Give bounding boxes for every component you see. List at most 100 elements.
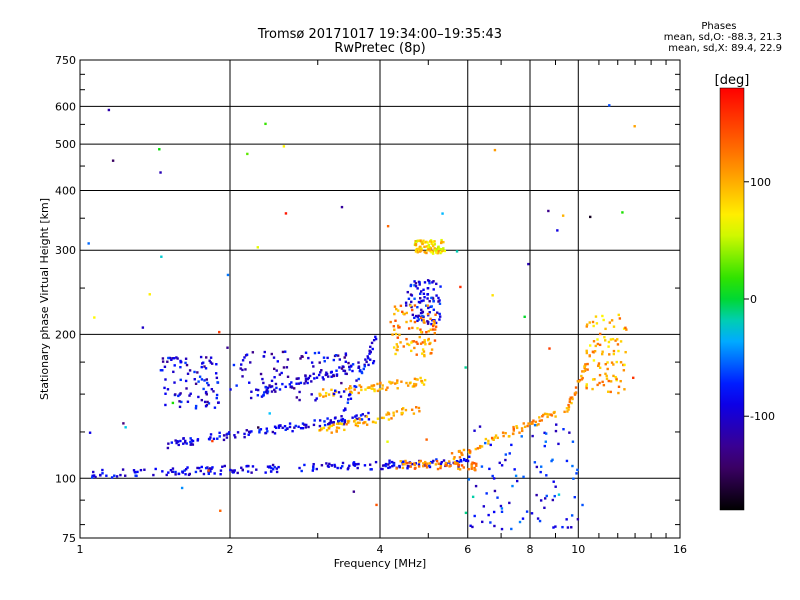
echo-point bbox=[423, 340, 426, 344]
echo-point bbox=[538, 416, 541, 419]
echo-point bbox=[433, 247, 436, 250]
echo-point bbox=[277, 465, 280, 469]
echo-point bbox=[208, 438, 211, 441]
echo-point bbox=[313, 419, 316, 422]
echo-point bbox=[342, 369, 345, 372]
echo-point bbox=[427, 248, 430, 251]
echo-point bbox=[264, 471, 267, 474]
echo-point bbox=[186, 372, 190, 375]
echo-point bbox=[212, 390, 215, 393]
echo-point bbox=[243, 356, 246, 359]
echo-point bbox=[398, 465, 401, 468]
echo-point bbox=[414, 466, 417, 470]
echo-point bbox=[542, 413, 545, 417]
echo-point bbox=[341, 465, 344, 468]
echo-point bbox=[188, 369, 192, 372]
echo-point bbox=[278, 388, 282, 391]
echo-point bbox=[288, 425, 292, 429]
echo-point bbox=[282, 145, 286, 148]
echo-point bbox=[111, 159, 115, 162]
echo-point bbox=[374, 335, 377, 339]
echo-point bbox=[388, 459, 391, 462]
echo-point bbox=[262, 394, 265, 397]
echo-point bbox=[598, 332, 602, 336]
echo-point bbox=[566, 526, 570, 529]
echo-point bbox=[332, 394, 335, 397]
echo-point bbox=[203, 365, 206, 368]
echo-point bbox=[310, 380, 313, 383]
echo-point bbox=[190, 442, 193, 445]
echo-point bbox=[171, 470, 174, 473]
echo-point bbox=[551, 498, 555, 502]
echo-point bbox=[167, 356, 170, 360]
echo-point bbox=[327, 427, 331, 430]
echo-point bbox=[391, 464, 394, 468]
echo-point bbox=[330, 370, 333, 374]
echo-point bbox=[339, 466, 343, 470]
echo-point bbox=[312, 365, 315, 368]
echo-point bbox=[598, 343, 602, 347]
echo-point bbox=[594, 344, 597, 348]
echo-point bbox=[273, 425, 277, 428]
echo-point bbox=[422, 292, 426, 296]
echo-point bbox=[431, 252, 435, 255]
echo-point bbox=[574, 386, 578, 389]
echo-point bbox=[324, 394, 328, 398]
echo-point bbox=[428, 462, 432, 465]
echo-point bbox=[457, 464, 460, 467]
echo-point bbox=[259, 428, 263, 431]
echo-point bbox=[596, 342, 600, 346]
echo-point bbox=[491, 294, 494, 297]
echo-point bbox=[382, 416, 386, 420]
echo-point bbox=[552, 526, 555, 529]
echo-point bbox=[576, 468, 579, 472]
echo-point bbox=[432, 308, 436, 311]
echo-point bbox=[409, 465, 412, 468]
echo-point bbox=[376, 382, 379, 386]
echo-point bbox=[392, 411, 395, 414]
echo-point bbox=[618, 317, 622, 320]
echo-point bbox=[213, 406, 217, 409]
echo-point bbox=[500, 464, 504, 467]
echo-point bbox=[355, 463, 358, 466]
echo-point bbox=[376, 417, 380, 420]
echo-point bbox=[356, 424, 360, 428]
echo-point bbox=[121, 468, 125, 471]
echo-point bbox=[539, 465, 543, 468]
echo-point bbox=[426, 304, 429, 307]
echo-point bbox=[510, 527, 513, 531]
echo-point bbox=[174, 470, 177, 474]
echo-point bbox=[347, 466, 350, 470]
echo-point bbox=[175, 441, 178, 445]
echo-point bbox=[244, 368, 247, 371]
echo-point bbox=[547, 413, 550, 416]
echo-point bbox=[575, 472, 578, 475]
echo-point bbox=[488, 467, 491, 471]
echo-point bbox=[235, 384, 238, 387]
echo-point bbox=[529, 422, 532, 425]
echo-point bbox=[428, 281, 431, 285]
y-axis-label: Stationary phase Virtual Height [km] bbox=[38, 198, 51, 400]
echo-point bbox=[417, 406, 421, 410]
echo-point bbox=[473, 429, 476, 432]
echo-point bbox=[429, 328, 432, 331]
echo-point bbox=[193, 370, 196, 374]
echo-point bbox=[373, 388, 376, 391]
echo-point bbox=[310, 361, 314, 364]
echo-point bbox=[222, 434, 226, 437]
echo-point bbox=[255, 388, 258, 391]
echo-point bbox=[588, 321, 591, 324]
echo-point bbox=[398, 333, 401, 337]
echo-point bbox=[381, 467, 384, 471]
echo-point bbox=[396, 324, 400, 328]
echo-point bbox=[541, 415, 544, 418]
echo-point bbox=[368, 349, 371, 353]
echo-point bbox=[318, 424, 322, 428]
echo-point bbox=[101, 472, 104, 475]
echo-point bbox=[207, 469, 210, 472]
echo-point bbox=[394, 382, 397, 385]
echo-point bbox=[320, 464, 324, 467]
echo-point bbox=[607, 345, 610, 348]
echo-point bbox=[271, 430, 275, 434]
echo-point bbox=[186, 400, 190, 403]
